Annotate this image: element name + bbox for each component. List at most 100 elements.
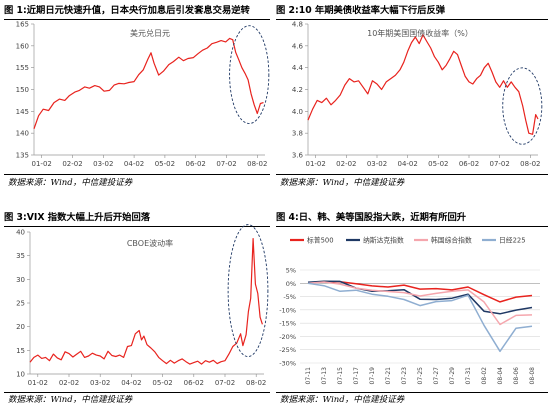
- chart3-ytick-label: 20: [16, 323, 25, 331]
- chart1-title: 美元兑日元: [130, 28, 170, 38]
- figure3-title: 图 3:VIX 指数大幅上升后开始回落: [4, 212, 151, 223]
- chart4-series-line: [307, 282, 533, 353]
- chart4-ytick-label: -15%: [279, 320, 296, 328]
- chart2-xtick-label: 02-02: [336, 160, 356, 168]
- figure4-source: 数据来源：Wind，中信建投证券: [280, 395, 405, 405]
- chart1-xtick-label: 04-02: [124, 160, 144, 168]
- chart3-title: CBOE波动率: [127, 238, 173, 248]
- chart4-legend-label: 韩国综合指数: [431, 236, 472, 245]
- chart3-xtick-label: 05-02: [152, 379, 172, 387]
- chart1-ytick-label: 140: [16, 130, 29, 138]
- chart4-xtick-label: 07-15: [337, 367, 344, 385]
- chart1-xtick-label: 08-02: [247, 160, 267, 168]
- chart2-xtick-label: 06-02: [459, 160, 479, 168]
- chart2-xtick-label: 07-02: [489, 160, 509, 168]
- chart3-xtick-label: 04-02: [121, 379, 141, 387]
- chart4-ytick-label: -5%: [283, 293, 296, 301]
- chart3-ytick-label: 40: [16, 229, 25, 237]
- chart3-ytick-label: 15: [16, 347, 25, 355]
- figure1-source-rule: [4, 174, 270, 175]
- chart3-xtick-label: 02-02: [59, 379, 79, 387]
- chart4-ytick-label: -10%: [279, 306, 296, 314]
- chart2-ytick-label: 4.6: [292, 42, 304, 50]
- chart4-xtick-label: 07-17: [353, 367, 360, 385]
- chart4-xtick-label: 08-06: [513, 367, 520, 385]
- chart1-highlight-ellipse: [229, 25, 270, 124]
- chart1-xtick-label: 03-02: [93, 160, 113, 168]
- chart4-series-line: [307, 281, 533, 326]
- chart3-xtick-label: 01-02: [28, 379, 48, 387]
- chart1-xtick-label: 06-02: [186, 160, 206, 168]
- chart4-xtick-label: 08-04: [497, 367, 504, 385]
- chart4-xtick-label: 07-31: [465, 367, 472, 385]
- chart1-ytick-label: 145: [16, 108, 29, 116]
- figure2-source: 数据来源：Wind，中信建投证券: [280, 178, 405, 188]
- chart2-ytick-label: 4.4: [292, 64, 304, 72]
- figure3-source: 数据来源：Wind，中信建投证券: [8, 395, 133, 405]
- chart2-xtick-label: 05-02: [428, 160, 448, 168]
- chart4-legend-label: 日经225: [499, 236, 526, 245]
- chart3-xtick-label: 06-02: [184, 379, 204, 387]
- chart1-xtick-label: 07-02: [216, 160, 236, 168]
- figure3-source-rule: [4, 392, 270, 393]
- chart2-ytick-label: 4.8: [292, 21, 303, 29]
- chart4-xtick-label: 07-29: [449, 367, 456, 385]
- figure2-title-rule: [276, 19, 548, 20]
- chart2-ytick-label: 4.0: [292, 108, 303, 116]
- chart3-xtick-label: 07-02: [215, 379, 235, 387]
- chart4-xtick-label: 07-25: [417, 367, 424, 385]
- chart4-xtick-label: 07-27: [433, 367, 440, 385]
- chart4-ytick-label: -25%: [279, 346, 296, 354]
- chart2-xtick-label: 04-02: [397, 160, 417, 168]
- figure1-title: 图 1:近期日元快速升值，日本央行加息后引发套息交易逆转: [4, 5, 250, 16]
- chart2-xtick-label: 08-02: [520, 160, 540, 168]
- chart1-ytick-label: 155: [16, 64, 29, 72]
- figure4-source-rule: [276, 392, 548, 393]
- chart2-xtick-label: 03-02: [367, 160, 387, 168]
- chart2-series-line: [307, 34, 539, 135]
- chart4-xtick-label: 07-23: [401, 367, 408, 385]
- chart4-xtick-label: 07-11: [305, 367, 312, 385]
- chart1-ytick-label: 165: [16, 21, 29, 29]
- chart1-xtick-label: 01-02: [32, 160, 52, 168]
- chart4-ytick-label: 5%: [286, 267, 296, 275]
- chart2-ytick-label: 4.2: [292, 86, 303, 94]
- figure2-title: 图 2:10 年期美债收益率大幅下行后反弹: [276, 5, 446, 16]
- figure3-title-rule: [4, 226, 270, 227]
- chart1-xtick-label: 05-02: [155, 160, 175, 168]
- chart4-legend-label: 标普500: [307, 236, 334, 245]
- chart3-highlight-ellipse: [227, 224, 269, 357]
- chart4-legend-label: 纳斯达克指数: [363, 236, 404, 245]
- figure1-title-rule: [4, 19, 270, 20]
- chart2-highlight-ellipse: [502, 67, 543, 145]
- chart4-xtick-label: 07-19: [369, 367, 376, 385]
- chart1-ytick-label: 135: [16, 152, 29, 160]
- chart3-ytick-label: 35: [16, 252, 25, 260]
- chart4-ytick-label: 0%: [286, 280, 296, 288]
- figure4-title: 图 4:日、韩、美等国股指大跌，近期有所回升: [276, 212, 467, 223]
- figure4-title-rule: [276, 226, 548, 227]
- chart3-xtick-label: 08-02: [246, 379, 266, 387]
- chart3-xtick-label: 03-02: [90, 379, 110, 387]
- chart1-ytick-label: 150: [16, 86, 29, 94]
- chart2-ytick-label: 3.6: [292, 152, 304, 160]
- chart1-ytick-label: 160: [16, 42, 29, 50]
- chart2-title: 10年期美国国债收益率（%）: [367, 28, 473, 38]
- figure1-source: 数据来源：Wind，中信建投证券: [8, 178, 133, 188]
- figure2-source-rule: [276, 174, 548, 175]
- chart1-series-line: [33, 37, 264, 129]
- chart1-xtick-label: 02-02: [62, 160, 82, 168]
- chart2-xtick-label: 01-02: [305, 160, 325, 168]
- chart4-series-line: [307, 280, 533, 303]
- chart4-xtick-label: 08-08: [529, 367, 536, 385]
- chart2-ytick-label: 3.8: [292, 130, 303, 138]
- chart3-ytick-label: 10: [16, 371, 25, 379]
- chart4-ytick-label: -20%: [279, 333, 296, 341]
- chart3-series-line: [29, 238, 263, 365]
- chart4-series-line: [307, 280, 533, 315]
- chart4-xtick-label: 07-13: [321, 367, 328, 385]
- chart4-xtick-label: 08-02: [481, 367, 488, 385]
- chart4-xtick-label: 07-21: [385, 367, 392, 385]
- chart4-ytick-label: -30%: [279, 360, 296, 368]
